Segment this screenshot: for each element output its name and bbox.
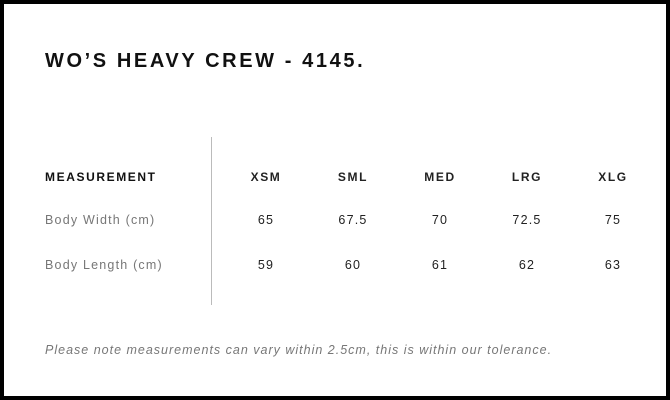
column-divider xyxy=(211,137,212,305)
table-cell: 72.5 xyxy=(512,213,542,227)
table-cell: 60 xyxy=(344,258,362,272)
table-cell: 59 xyxy=(257,258,275,272)
table-cell: 67.5 xyxy=(338,213,368,227)
size-header: SML xyxy=(337,170,369,184)
row-label: Body Length (cm) xyxy=(45,258,163,272)
table-cell: 65 xyxy=(257,213,275,227)
row-label: Body Width (cm) xyxy=(45,213,156,227)
size-header: MED xyxy=(424,170,456,184)
table-cell: 70 xyxy=(431,213,449,227)
size-header: XSM xyxy=(250,170,282,184)
table-cell: 63 xyxy=(604,258,622,272)
size-header: XLG xyxy=(598,170,628,184)
tolerance-note: Please note measurements can vary within… xyxy=(45,343,553,357)
table-cell: 61 xyxy=(431,258,449,272)
table-cell: 62 xyxy=(518,258,536,272)
table-cell: 75 xyxy=(604,213,622,227)
size-header: LRG xyxy=(511,170,543,184)
page-title: WO’S HEAVY CREW - 4145. xyxy=(45,50,366,72)
measurement-header: MEASUREMENT xyxy=(45,170,157,184)
